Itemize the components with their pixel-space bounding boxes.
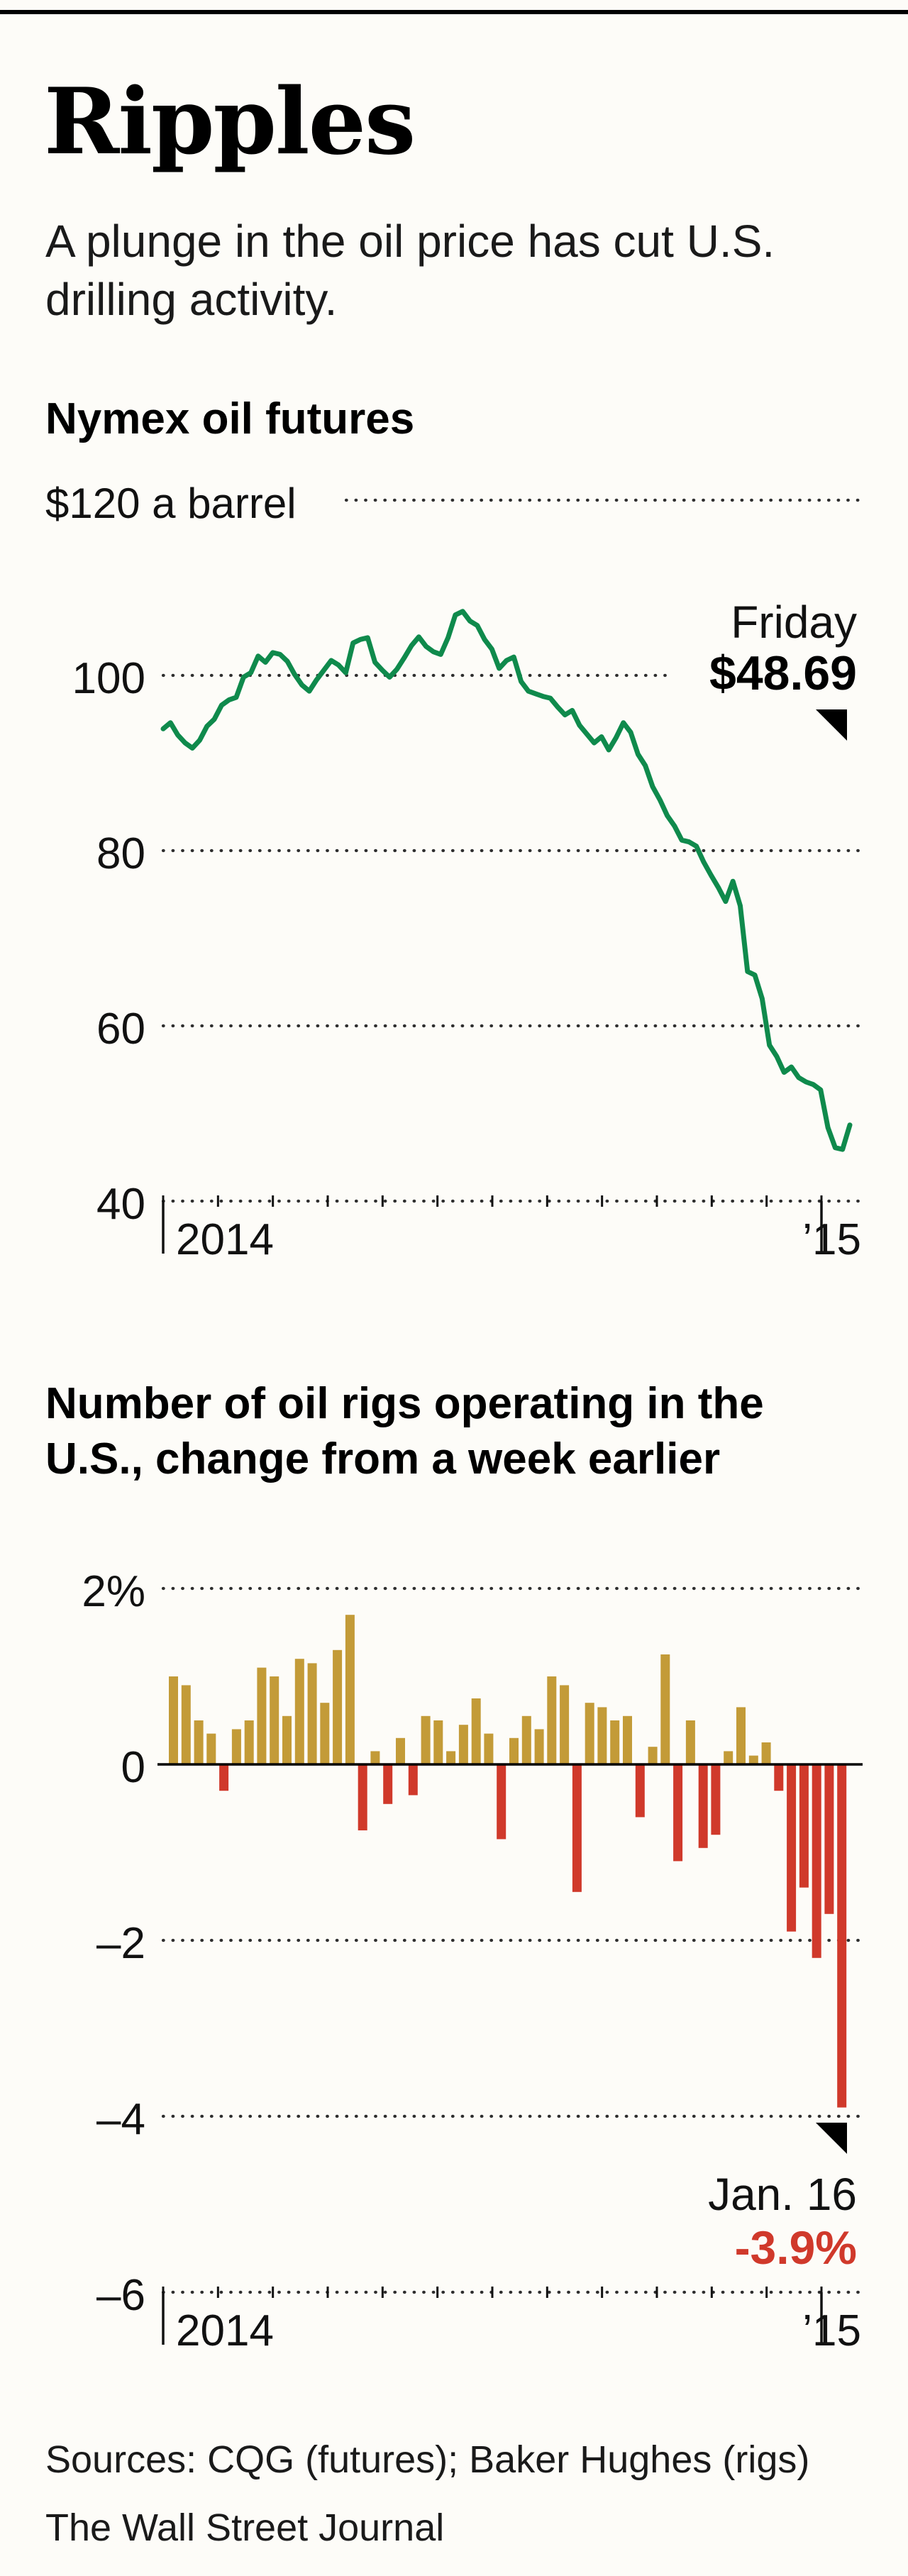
rig-change-bar xyxy=(307,1663,317,1764)
rig-change-bar xyxy=(446,1751,456,1764)
rig-change-bar xyxy=(484,1733,494,1764)
rig-change-bar xyxy=(724,1751,733,1764)
graphic-subtitle: A plunge in the oil price has cut U.S. d… xyxy=(45,216,775,325)
chart1-ytick-40: 40 xyxy=(96,1180,145,1229)
rig-change-bar xyxy=(560,1685,570,1764)
chart2-annotation-label: Jan. 16 xyxy=(708,2169,857,2220)
rig-change-bar xyxy=(231,1729,241,1764)
rig-change-bar xyxy=(497,1764,506,1840)
rig-change-bar xyxy=(824,1764,834,1914)
rig-change-bar xyxy=(471,1698,481,1764)
rig-change-bar xyxy=(257,1667,267,1764)
rig-change-bar xyxy=(383,1764,393,1804)
rig-change-bar xyxy=(547,1676,557,1764)
rig-change-bar xyxy=(597,1707,607,1764)
rig-change-bar xyxy=(748,1755,758,1764)
chart1-xtick-2014: 2014 xyxy=(176,1215,274,1264)
rig-change-bar xyxy=(370,1751,380,1764)
rig-change-bar xyxy=(610,1720,620,1764)
rig-change-bar xyxy=(787,1764,797,1932)
rig-change-bar xyxy=(194,1720,204,1764)
chart2-title: Number of oil rigs operating in the U.S.… xyxy=(45,1379,764,1483)
rig-change-bar xyxy=(320,1703,330,1764)
top-rule xyxy=(0,10,908,14)
sources-line: Sources: CQG (futures); Baker Hughes (ri… xyxy=(45,2438,810,2481)
chart2-xtick-15: ’15 xyxy=(802,2306,861,2355)
rig-change-bar xyxy=(270,1676,279,1764)
rig-change-bar xyxy=(396,1737,405,1764)
chart1-ytick-100: 100 xyxy=(72,654,145,703)
rig-change-bar xyxy=(345,1615,355,1764)
rig-change-bar xyxy=(623,1715,632,1764)
rig-change-bar xyxy=(358,1764,367,1830)
rig-change-bar xyxy=(458,1725,468,1764)
rig-change-bar xyxy=(635,1764,645,1818)
chart1-ytick-80: 80 xyxy=(96,829,145,878)
chart2-ytick-neg4: –4 xyxy=(96,2095,145,2144)
rig-change-bar xyxy=(799,1764,809,1888)
rig-change-bar xyxy=(685,1720,695,1764)
rig-change-bar xyxy=(736,1707,746,1764)
oil-price-line xyxy=(160,609,853,1152)
chart2-ytick-neg6: –6 xyxy=(96,2271,145,2320)
rig-annotation-arrow xyxy=(816,2123,847,2154)
chart2-ytick-neg2: –2 xyxy=(96,1919,145,1968)
chart1-unit-label: $120 a barrel xyxy=(45,480,297,527)
rig-change-bar xyxy=(181,1685,191,1764)
rig-change-bar xyxy=(282,1715,292,1764)
graphic-title: Ripples xyxy=(44,69,416,175)
chart2-ytick-2pct: 2% xyxy=(82,1567,145,1616)
chart1-ytick-60: 60 xyxy=(96,1005,145,1054)
rig-change-bar xyxy=(660,1654,670,1764)
rig-change-bar xyxy=(521,1715,531,1764)
rig-change-bar xyxy=(169,1676,178,1764)
credit-line: The Wall Street Journal xyxy=(45,2506,445,2549)
rig-change-bar xyxy=(294,1659,304,1764)
rig-change-bar xyxy=(433,1720,443,1764)
rig-change-bar xyxy=(572,1764,582,1892)
rig-change-bar xyxy=(774,1764,784,1791)
rig-change-bar xyxy=(711,1764,721,1835)
rig-change-bar xyxy=(837,1764,847,2108)
rig-change-bar xyxy=(698,1764,708,1848)
rig-change-bar xyxy=(812,1764,821,1958)
chart2-annotation-value: -3.9% xyxy=(734,2221,857,2274)
rig-change-bar xyxy=(408,1764,418,1796)
chart2-xtick-2014: 2014 xyxy=(176,2306,274,2355)
rig-change-bar xyxy=(206,1733,216,1764)
chart1-xtick-15: ’15 xyxy=(802,1215,861,1264)
rig-change-bar xyxy=(648,1747,658,1764)
chart1-title: Nymex oil futures xyxy=(45,394,415,443)
rig-change-bar xyxy=(219,1764,229,1791)
chart1-annotation-label: Friday xyxy=(731,597,857,648)
rig-change-bar xyxy=(333,1649,343,1764)
rig-change-bar xyxy=(673,1764,683,1862)
rig-change-bar xyxy=(585,1703,594,1764)
price-annotation-arrow xyxy=(816,709,847,741)
rig-change-bar xyxy=(421,1715,431,1764)
chart1-annotation-value: $48.69 xyxy=(709,646,857,700)
chart2-ytick-0: 0 xyxy=(121,1743,145,1792)
rig-change-bar xyxy=(761,1742,771,1764)
rig-change-bar xyxy=(244,1720,254,1764)
rig-change-bar xyxy=(534,1729,544,1764)
rig-change-bar xyxy=(509,1737,519,1764)
